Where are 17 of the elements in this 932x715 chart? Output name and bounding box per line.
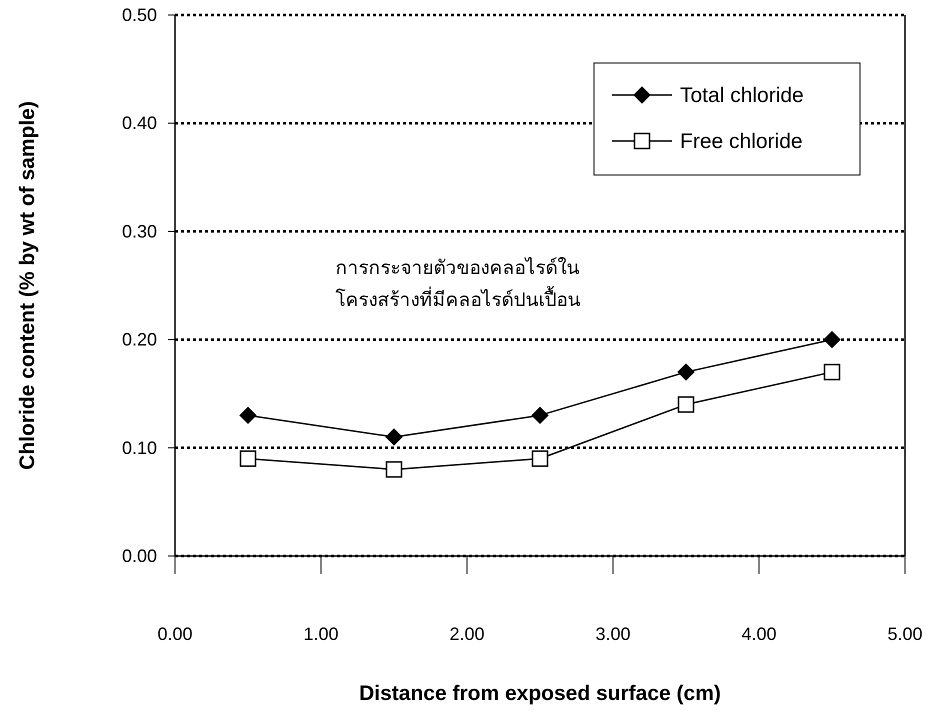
y-tick-label: 0.00 xyxy=(122,546,157,566)
legend-label: Free chloride xyxy=(680,130,803,153)
legend-label: Total chloride xyxy=(680,84,804,107)
y-tick-label: 0.30 xyxy=(122,221,157,242)
y-tick-label: 0.20 xyxy=(122,330,157,350)
annotation: การกระจายตัวของคลอไรด์ในโครงสร้างที่มีคลอไรด์ปนเปื้อน xyxy=(336,256,582,314)
x-tick-label: 0.00 xyxy=(157,624,193,644)
x-axis-title: Distance from exposed surface (cm) xyxy=(359,682,721,705)
y-tick-label: 0.10 xyxy=(122,438,157,458)
y-axis-title: Chloride content (% by wt of sample) xyxy=(16,101,39,470)
y-tick-label: 0.40 xyxy=(122,113,157,134)
x-tick-label: 5.00 xyxy=(887,624,923,644)
x-tick-label: 1.00 xyxy=(303,624,339,644)
x-tick-label: 4.00 xyxy=(741,624,777,644)
x-tick-label: 2.00 xyxy=(449,624,485,644)
y-tick-label: 0.50 xyxy=(122,5,157,25)
x-tick-label: 3.00 xyxy=(595,624,631,644)
